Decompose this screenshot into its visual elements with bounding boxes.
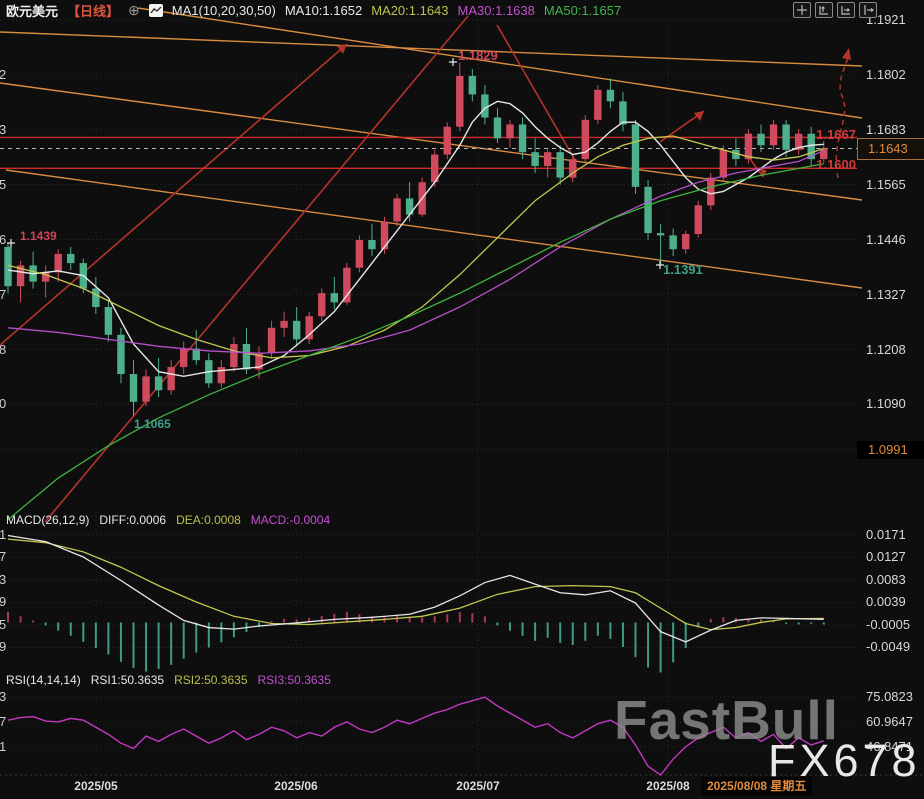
clipped-axis-digit: 9 [0, 639, 7, 655]
scale-up-icon[interactable] [815, 2, 833, 18]
price-axis-label: 1.1446 [866, 231, 906, 247]
symbol-name[interactable]: 欧元美元 [6, 3, 59, 19]
clipped-axis-digit: 0 [0, 396, 7, 412]
rsi-title: RSI(14,14,14) [6, 673, 81, 687]
price-axis-label: 1.1802 [866, 66, 906, 82]
clipped-axis-digit: 3 [0, 571, 7, 587]
clipped-axis-digit: 1 [0, 738, 7, 754]
clipped-axis-digit: 2 [0, 66, 7, 82]
macd-dea-value: DEA:0.0008 [176, 513, 241, 527]
ma20-value: MA20:1.1643 [371, 2, 449, 18]
rsi-axis-label: 75.0823 [866, 689, 913, 704]
rsi-indicator-row: RSI(14,14,14) RSI1:50.3635 RSI2:50.3635 … [6, 673, 331, 687]
period-selector[interactable]: 【日线】 [67, 3, 120, 19]
fastbull-watermark: FastBull [614, 689, 839, 751]
left-high-annotation: 1.1439 [20, 229, 57, 243]
macd-title: MACD(26,12,9) [6, 513, 90, 527]
candlestick-chart-icon[interactable] [148, 3, 163, 17]
scale-right-icon[interactable] [837, 2, 855, 18]
month-label-august: 2025/08 [646, 779, 690, 793]
month-label-may: 2025/05 [74, 779, 118, 793]
clipped-axis-digit: 3 [0, 121, 7, 137]
clipped-axis-digit: 6 [0, 231, 7, 247]
ma-settings-label: MA1(10,20,30,50) [171, 2, 276, 18]
clipped-axis-digit: 7 [0, 549, 7, 565]
peak-price-annotation: 1.1829 [458, 48, 498, 63]
clipped-axis-digit: 3 [0, 689, 7, 704]
support-line-label: 1.1600 [816, 157, 856, 172]
ma10-value: MA10:1.1652 [284, 2, 363, 18]
chart-header: 欧元美元 【日线】 ⊕ MA1(10,20,30,50) MA10:1.1652… [6, 0, 621, 20]
rsi2-value: RSI2:50.3635 [174, 673, 248, 687]
ma30-value: MA30:1.1638 [457, 2, 535, 18]
period-low-label: 1.0991 [857, 441, 924, 459]
macd-value: MACD:-0.0004 [250, 513, 331, 527]
macd-axis-label: 0.0039 [866, 594, 906, 610]
ma50-value: MA50:1.1657 [543, 2, 622, 18]
macd-axis-label: -0.0005 [866, 616, 911, 632]
clipped-axis-digit: 9 [0, 594, 7, 610]
price-axis-label: 1.1208 [866, 341, 906, 357]
collapse-right-icon[interactable] [859, 2, 877, 18]
price-axis-label: 1.1565 [866, 176, 906, 192]
mid-low-annotation: 1.1391 [663, 262, 703, 277]
crosshair-date-box: 2025/08/08 星期五 [701, 777, 813, 796]
rsi1-value: RSI1:50.3635 [90, 673, 165, 687]
rsi-axis-label: 60.9647 [866, 713, 913, 729]
macd-axis-label: 0.0127 [866, 549, 906, 565]
macd-diff-value: DIFF:0.0006 [99, 513, 167, 527]
macd-axis-label: 0.0083 [866, 571, 906, 587]
low-price-annotation: 1.1065 [134, 417, 171, 431]
rsi3-value: RSI3:50.3635 [257, 673, 331, 687]
price-axis-label: 1.1327 [866, 286, 906, 302]
pan-icon[interactable] [793, 2, 811, 18]
month-label-june: 2025/06 [274, 779, 318, 793]
resistance-line-label: 1.1667 [816, 127, 856, 142]
macd-indicator-row: MACD(26,12,9) DIFF:0.0006 DEA:0.0008 MAC… [6, 513, 330, 527]
clipped-axis-digit: 1 [0, 527, 7, 542]
price-axis-label: 1.1683 [866, 121, 906, 137]
macd-axis-label: 0.0171 [866, 527, 906, 542]
current-price-box: 1.1643 [857, 138, 924, 160]
add-indicator-icon[interactable]: ⊕ [128, 2, 140, 18]
clipped-axis-digit: 7 [0, 713, 7, 729]
clipped-axis-digit: 8 [0, 341, 7, 357]
chart-toolbar [793, 2, 877, 18]
clipped-axis-digit: 7 [0, 286, 7, 302]
clipped-axis-digit: 5 [0, 176, 7, 192]
macd-axis-label: -0.0049 [866, 639, 911, 655]
month-label-july: 2025/07 [456, 779, 500, 793]
rsi-axis-label: 46.8471 [866, 738, 913, 754]
clipped-axis-digit: 5 [0, 616, 7, 632]
price-axis-label: 1.1090 [866, 396, 906, 412]
